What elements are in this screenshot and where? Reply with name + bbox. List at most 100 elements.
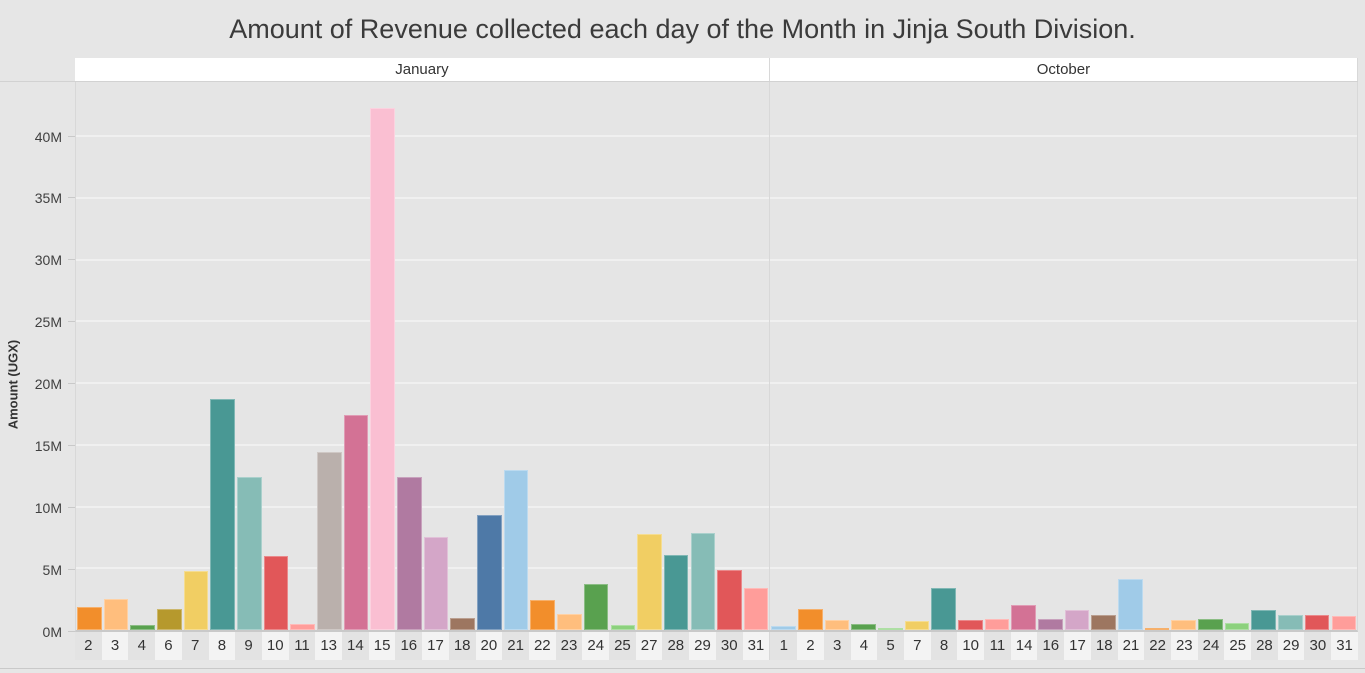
bar-january-3[interactable]: [103, 599, 129, 630]
day-label-january-10[interactable]: 10: [261, 632, 289, 660]
day-label-october-2[interactable]: 2: [797, 632, 824, 660]
day-label-october-1[interactable]: 1: [770, 632, 798, 660]
day-label-january-20[interactable]: 20: [475, 632, 503, 660]
bar-january-17[interactable]: [423, 537, 449, 630]
day-label-october-25[interactable]: 25: [1224, 632, 1252, 660]
bar-january-2[interactable]: [77, 606, 102, 630]
day-label-october-31[interactable]: 31: [1331, 632, 1358, 660]
bar-january-16[interactable]: [397, 476, 422, 630]
bar-january-14[interactable]: [343, 415, 369, 630]
day-label-january-3[interactable]: 3: [101, 632, 129, 660]
bar-january-20[interactable]: [477, 515, 502, 630]
bar-october-5[interactable]: [878, 627, 903, 630]
bar-january-28[interactable]: [663, 554, 689, 630]
bar-october-3[interactable]: [824, 620, 850, 630]
day-label-october-11[interactable]: 11: [984, 632, 1011, 660]
bar-october-29[interactable]: [1278, 615, 1303, 630]
day-label-january-23[interactable]: 23: [555, 632, 583, 660]
bar-january-6[interactable]: [157, 609, 182, 630]
bar-october-31[interactable]: [1331, 616, 1357, 630]
bar-october-2[interactable]: [798, 609, 823, 630]
day-label-october-14[interactable]: 14: [1010, 632, 1038, 660]
bar-january-27[interactable]: [637, 533, 662, 630]
day-label-october-8[interactable]: 8: [930, 632, 958, 660]
bar-october-23[interactable]: [1171, 620, 1196, 630]
day-label-october-18[interactable]: 18: [1090, 632, 1118, 660]
bar-october-16[interactable]: [1038, 618, 1063, 630]
day-label-october-4[interactable]: 4: [850, 632, 878, 660]
day-label-january-8[interactable]: 8: [208, 632, 236, 660]
bar-october-30[interactable]: [1304, 615, 1330, 630]
day-label-january-9[interactable]: 9: [235, 632, 262, 660]
bar-january-4[interactable]: [130, 625, 155, 630]
bar-january-21[interactable]: [503, 469, 529, 630]
bar-january-13[interactable]: [317, 452, 342, 630]
bar-october-8[interactable]: [931, 588, 956, 630]
bar-january-31[interactable]: [743, 588, 769, 630]
bar-october-1[interactable]: [771, 626, 796, 630]
day-label-january-7[interactable]: 7: [181, 632, 209, 660]
day-label-october-23[interactable]: 23: [1170, 632, 1198, 660]
day-label-october-29[interactable]: 29: [1277, 632, 1305, 660]
bar-october-21[interactable]: [1118, 579, 1143, 630]
bar-january-7[interactable]: [183, 570, 209, 630]
bar-january-30[interactable]: [717, 569, 742, 630]
day-label-january-31[interactable]: 31: [742, 632, 770, 660]
day-label-january-14[interactable]: 14: [342, 632, 369, 660]
bar-january-10[interactable]: [263, 555, 289, 630]
panel-header-october[interactable]: October: [770, 58, 1358, 81]
bar-october-17[interactable]: [1064, 610, 1090, 630]
day-label-january-11[interactable]: 11: [288, 632, 316, 660]
day-label-october-21[interactable]: 21: [1117, 632, 1145, 660]
bar-january-29[interactable]: [690, 532, 716, 630]
day-label-october-30[interactable]: 30: [1304, 632, 1332, 660]
bar-january-24[interactable]: [583, 584, 609, 630]
bar-january-9[interactable]: [237, 476, 262, 630]
bar-october-28[interactable]: [1251, 610, 1277, 630]
day-label-october-10[interactable]: 10: [957, 632, 985, 660]
day-label-january-24[interactable]: 24: [582, 632, 610, 660]
day-label-october-24[interactable]: 24: [1197, 632, 1225, 660]
bar-january-18[interactable]: [450, 617, 475, 630]
bar-october-24[interactable]: [1198, 618, 1223, 630]
bar-column-october-3: [824, 82, 851, 630]
day-label-january-18[interactable]: 18: [448, 632, 476, 660]
day-label-january-17[interactable]: 17: [422, 632, 449, 660]
bar-october-18[interactable]: [1091, 615, 1116, 630]
day-label-january-16[interactable]: 16: [395, 632, 423, 660]
bar-october-11[interactable]: [984, 618, 1010, 630]
bar-october-10[interactable]: [958, 620, 983, 630]
day-label-october-16[interactable]: 16: [1037, 632, 1065, 660]
day-label-january-21[interactable]: 21: [502, 632, 529, 660]
day-label-january-13[interactable]: 13: [315, 632, 343, 660]
bar-january-25[interactable]: [610, 625, 636, 630]
day-label-january-25[interactable]: 25: [609, 632, 636, 660]
day-label-october-3[interactable]: 3: [823, 632, 851, 660]
day-label-january-6[interactable]: 6: [155, 632, 182, 660]
bar-january-11[interactable]: [290, 623, 315, 630]
day-label-october-17[interactable]: 17: [1064, 632, 1091, 660]
day-label-january-4[interactable]: 4: [128, 632, 156, 660]
day-label-october-28[interactable]: 28: [1251, 632, 1278, 660]
day-label-january-30[interactable]: 30: [715, 632, 743, 660]
day-label-january-27[interactable]: 27: [635, 632, 663, 660]
bar-october-22[interactable]: [1144, 627, 1170, 630]
day-label-october-7[interactable]: 7: [903, 632, 931, 660]
bar-october-4[interactable]: [851, 623, 876, 630]
panel-header-january[interactable]: January: [75, 58, 770, 81]
bar-october-14[interactable]: [1011, 605, 1036, 630]
day-label-january-29[interactable]: 29: [689, 632, 716, 660]
day-label-october-22[interactable]: 22: [1144, 632, 1171, 660]
day-label-january-2[interactable]: 2: [75, 632, 102, 660]
day-label-january-28[interactable]: 28: [662, 632, 690, 660]
day-label-january-22[interactable]: 22: [528, 632, 556, 660]
day-label-october-5[interactable]: 5: [877, 632, 904, 660]
bar-column-january-28: [663, 82, 690, 630]
bar-october-25[interactable]: [1224, 622, 1250, 630]
bar-january-22[interactable]: [530, 600, 556, 630]
bar-january-8[interactable]: [210, 399, 235, 630]
day-label-january-15[interactable]: 15: [368, 632, 396, 660]
bar-january-23[interactable]: [557, 613, 582, 630]
bar-january-15[interactable]: [370, 107, 395, 630]
bar-october-7[interactable]: [904, 621, 930, 630]
